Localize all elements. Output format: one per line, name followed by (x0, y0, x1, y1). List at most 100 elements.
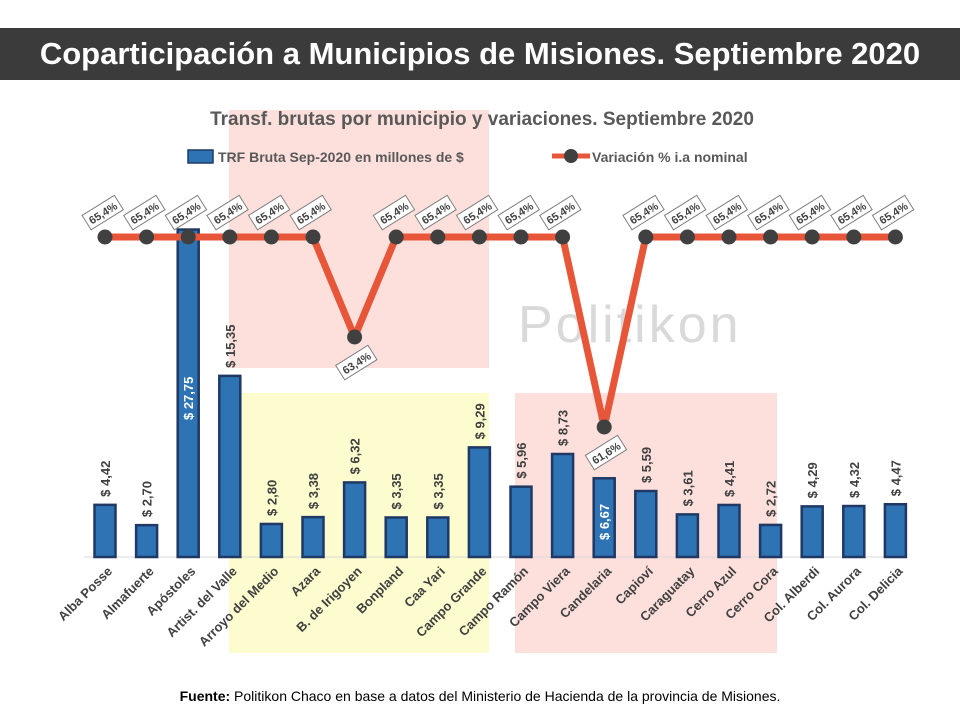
bar (550, 452, 575, 559)
legend-line-marker (564, 149, 578, 163)
pct-label-box (871, 194, 915, 231)
bar (758, 523, 783, 559)
bar (134, 523, 159, 559)
source-note: Fuente: Politikon Chaco en base a datos … (0, 688, 960, 704)
bar-value-label: $ 3,38 (306, 473, 321, 509)
bar-value-label: $ 2,70 (140, 481, 155, 517)
pct-label-box (123, 194, 166, 231)
pct-label: 65,4% (622, 194, 665, 231)
pct-label-box (247, 194, 291, 231)
bar-value-label: $ 27,75 (181, 377, 196, 420)
pct-label-box (663, 194, 707, 231)
bar-value-label: $ 6,32 (348, 438, 363, 474)
legend-bar-swatch (187, 149, 214, 164)
line-marker (804, 229, 820, 245)
bar (384, 516, 408, 559)
bar-value-label: $ 4,42 (98, 461, 113, 497)
line-marker (887, 229, 903, 245)
pct-label: 65,4% (663, 194, 707, 231)
source-text: Politikon Chaco en base a datos del Mini… (230, 688, 781, 704)
line-marker (347, 329, 363, 345)
pct-label-box (414, 194, 457, 231)
legend-line-label: Variación % i.a nominal (592, 149, 748, 165)
legend: TRF Bruta Sep-2020 en millones de $ Vari… (187, 149, 748, 165)
bar (259, 522, 284, 559)
bar-value-label: $ 2,72 (764, 481, 779, 517)
line-marker (596, 419, 612, 435)
bar (717, 503, 741, 559)
pct-label-box (622, 194, 665, 231)
page-title: Coparticipación a Municipios de Misiones… (0, 28, 960, 80)
bar (634, 489, 658, 559)
line-marker (222, 229, 238, 245)
pct-label-box (335, 344, 378, 381)
bar-value-label: $ 15,35 (223, 324, 238, 367)
bar-value-label: $ 3,35 (431, 473, 446, 509)
pct-label: 65,4% (830, 194, 873, 231)
bar (426, 516, 450, 559)
pct-label-box (747, 194, 790, 231)
bar-value-label: $ 5,96 (514, 443, 529, 479)
bar-value-label: $ 4,29 (805, 462, 820, 498)
line-marker (430, 229, 446, 245)
bar (218, 374, 242, 559)
legend-bar-label: TRF Bruta Sep-2020 en millones de $ (218, 149, 464, 165)
line-marker (679, 229, 695, 245)
line-marker (763, 229, 779, 245)
line-marker (513, 229, 529, 245)
pct-label-box (455, 194, 499, 231)
bar-value-label: $ 4,41 (722, 461, 737, 497)
line-marker (139, 229, 155, 245)
bar (592, 477, 616, 559)
pct-label: 65,4% (871, 194, 915, 231)
line-marker (97, 229, 113, 245)
bar (800, 505, 824, 559)
line-marker (263, 229, 279, 245)
line-marker (305, 229, 321, 245)
bar (467, 446, 492, 559)
line-marker (721, 229, 737, 245)
bar-value-label: $ 4,47 (888, 460, 903, 496)
pct-label-box (372, 194, 416, 231)
bar-value-label: $ 6,67 (597, 504, 612, 540)
pct-label: 65,4% (705, 194, 749, 231)
pct-label: 65,4% (539, 194, 582, 231)
bar-value-label: $ 3,61 (680, 470, 695, 506)
bar (93, 503, 117, 559)
bar (342, 481, 367, 559)
source-label: Fuente: (179, 688, 231, 704)
bar (675, 513, 700, 559)
pct-label-box (206, 194, 249, 231)
bar (883, 503, 908, 559)
pct-label-box (539, 194, 582, 231)
bar (301, 515, 325, 559)
pct-label: 65,4% (164, 194, 208, 231)
line-marker (846, 229, 862, 245)
pct-label-box (788, 194, 832, 231)
bar-value-label: $ 3,35 (389, 473, 404, 509)
line-marker (180, 229, 196, 245)
pct-label: 65,4% (788, 194, 832, 231)
pct-label-box (584, 434, 628, 471)
line-marker (555, 229, 571, 245)
pct-label: 65,4% (747, 194, 790, 231)
pct-label-box (497, 194, 541, 231)
pct-label-box (830, 194, 873, 231)
pct-label-box (705, 194, 749, 231)
bar-value-label: $ 5,59 (639, 447, 654, 483)
line-marker (388, 229, 404, 245)
line-marker (471, 229, 487, 245)
pct-label: 65,4% (123, 194, 166, 231)
bar-value-label: $ 2,80 (264, 480, 279, 516)
pct-label: 65,4% (81, 194, 125, 231)
chart-subtitle: Transf. brutas por municipio y variacion… (210, 109, 754, 130)
pct-label-box (81, 194, 125, 231)
pct-label: 65,4% (497, 194, 541, 231)
bar-value-label: $ 9,29 (472, 403, 487, 439)
pct-label-box (164, 194, 208, 231)
bar (842, 504, 866, 559)
bar-value-label: $ 4,32 (847, 462, 862, 498)
bar-value-label: $ 8,73 (556, 410, 571, 446)
bar (509, 485, 533, 559)
